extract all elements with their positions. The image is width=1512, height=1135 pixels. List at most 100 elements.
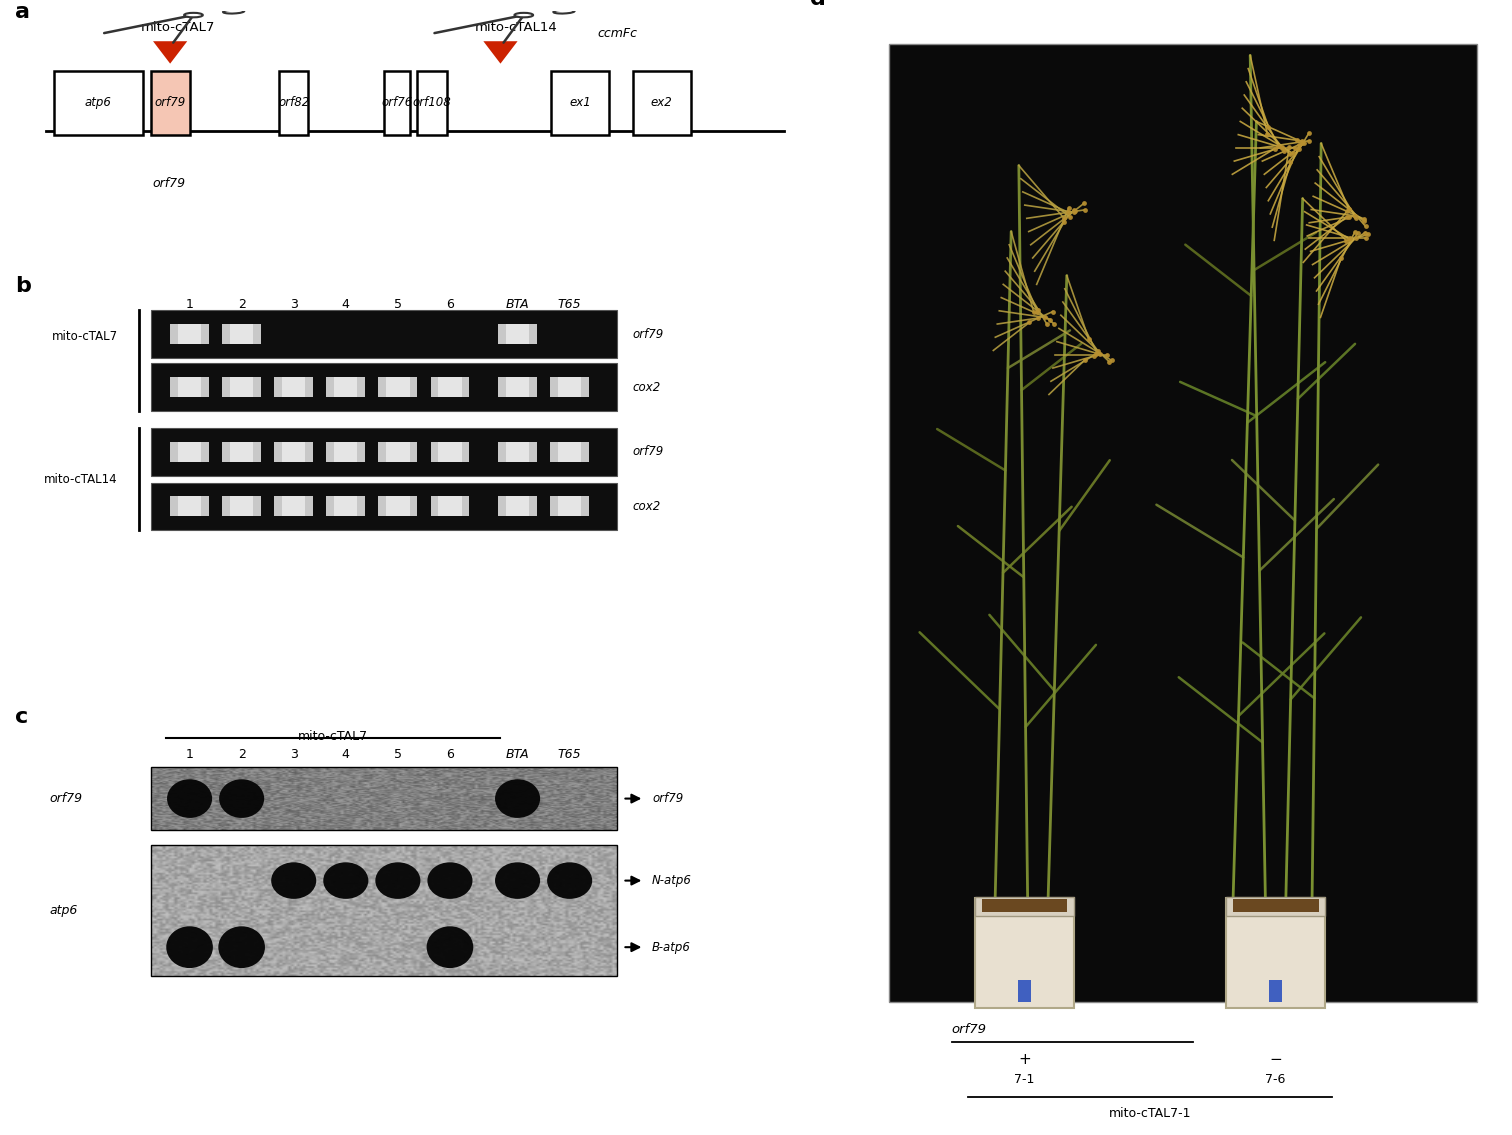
Text: orf79: orf79	[154, 96, 186, 109]
Bar	[507, 325, 529, 344]
Text: atp6: atp6	[50, 905, 79, 917]
Bar	[171, 442, 209, 462]
Bar	[151, 310, 617, 358]
Bar	[151, 482, 617, 530]
Text: mito-cTAL14: mito-cTAL14	[44, 472, 118, 486]
Ellipse shape	[547, 863, 593, 899]
Bar	[386, 496, 410, 516]
Text: mito-cTAL7: mito-cTAL7	[298, 731, 369, 743]
Text: 6: 6	[446, 748, 454, 760]
Bar	[438, 496, 461, 516]
Bar	[327, 442, 366, 462]
Bar	[497, 496, 537, 516]
Bar	[230, 496, 254, 516]
Bar	[1232, 899, 1318, 911]
Bar	[378, 496, 417, 516]
Bar	[1269, 981, 1282, 1002]
Bar	[230, 377, 254, 397]
Ellipse shape	[428, 863, 472, 899]
Bar	[222, 442, 262, 462]
Text: −: −	[1269, 1052, 1282, 1067]
Text: orf79: orf79	[632, 328, 664, 340]
Ellipse shape	[375, 863, 420, 899]
Text: ex1: ex1	[569, 96, 591, 109]
Bar	[438, 442, 461, 462]
Text: mito-cTAL7: mito-cTAL7	[141, 20, 215, 34]
Bar	[151, 428, 617, 476]
Ellipse shape	[271, 863, 316, 899]
Text: d: d	[810, 0, 826, 9]
Bar	[334, 442, 357, 462]
Bar	[151, 72, 189, 135]
Bar	[230, 442, 254, 462]
Text: mito-cTAL7-1: mito-cTAL7-1	[1108, 1107, 1191, 1120]
Bar	[151, 767, 617, 830]
Bar	[558, 442, 581, 462]
Bar	[222, 496, 262, 516]
Text: B-atp6: B-atp6	[652, 941, 691, 953]
Ellipse shape	[166, 926, 213, 968]
Text: atp6: atp6	[85, 96, 112, 109]
Polygon shape	[153, 41, 187, 64]
Text: ex2: ex2	[650, 96, 673, 109]
Text: orf79: orf79	[632, 445, 664, 459]
Circle shape	[184, 12, 203, 17]
Bar	[497, 325, 537, 344]
Text: 2: 2	[237, 748, 245, 760]
Bar	[283, 377, 305, 397]
Text: orf79: orf79	[50, 792, 83, 805]
Text: orf79: orf79	[652, 792, 683, 805]
Text: orf79: orf79	[153, 177, 186, 190]
Text: cox2: cox2	[632, 380, 661, 394]
Ellipse shape	[219, 780, 265, 818]
Text: 3: 3	[290, 299, 298, 311]
Bar	[550, 377, 590, 397]
Bar	[171, 325, 209, 344]
FancyBboxPatch shape	[1226, 898, 1325, 1008]
Bar	[230, 325, 254, 344]
Bar	[274, 377, 313, 397]
Bar	[334, 496, 357, 516]
Text: 4: 4	[342, 748, 349, 760]
Bar	[386, 377, 410, 397]
Text: orf82: orf82	[278, 96, 310, 109]
Bar	[497, 442, 537, 462]
Bar	[1018, 981, 1031, 1002]
Text: N-atp6: N-atp6	[652, 874, 692, 888]
Ellipse shape	[324, 863, 369, 899]
Bar	[507, 442, 529, 462]
Text: 4: 4	[342, 299, 349, 311]
Text: b: b	[15, 276, 30, 296]
Bar	[178, 325, 201, 344]
Bar	[378, 442, 417, 462]
Bar	[632, 72, 691, 135]
Bar	[1226, 897, 1325, 916]
Bar	[431, 377, 469, 397]
Ellipse shape	[166, 780, 212, 818]
Bar	[507, 377, 529, 397]
Bar	[178, 496, 201, 516]
Ellipse shape	[537, 3, 553, 9]
Text: c: c	[15, 707, 27, 728]
Bar	[327, 496, 366, 516]
Bar	[550, 442, 590, 462]
Text: mito-cTAL14: mito-cTAL14	[475, 20, 558, 34]
Bar	[222, 325, 262, 344]
Text: T65: T65	[558, 748, 582, 760]
Bar	[283, 442, 305, 462]
Text: BTA: BTA	[505, 748, 529, 760]
Text: T65: T65	[558, 299, 582, 311]
Bar	[283, 496, 305, 516]
Bar	[384, 72, 410, 135]
Ellipse shape	[553, 9, 575, 14]
Circle shape	[514, 12, 534, 17]
Ellipse shape	[206, 3, 224, 9]
Ellipse shape	[224, 9, 245, 14]
Text: mito-cTAL7: mito-cTAL7	[51, 330, 118, 344]
Text: 3: 3	[290, 748, 298, 760]
Bar	[431, 442, 469, 462]
Text: 1: 1	[186, 299, 194, 311]
Text: a: a	[15, 2, 30, 22]
Text: ccmFc: ccmFc	[597, 27, 637, 40]
Text: 2: 2	[237, 299, 245, 311]
